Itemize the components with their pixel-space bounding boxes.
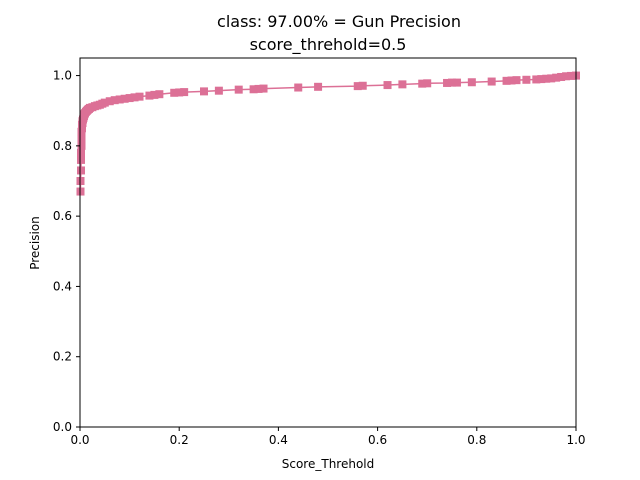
x-tick-label: 0.4 <box>269 433 288 447</box>
data-point-marker <box>452 78 461 87</box>
data-point-marker <box>120 94 129 103</box>
data-point-marker <box>76 148 85 157</box>
data-point-marker <box>110 96 119 105</box>
y-tick-label: 1.0 <box>53 69 72 83</box>
data-point-marker <box>537 75 546 84</box>
x-tick-label: 0.6 <box>368 433 387 447</box>
data-point-marker <box>383 81 392 90</box>
data-point-marker <box>76 155 85 164</box>
axes-frame <box>79 57 577 428</box>
y-tick-label: 0.8 <box>53 139 72 153</box>
data-point-marker <box>105 97 114 106</box>
chart-title-line-2: score_threhold=0.5 <box>250 35 407 55</box>
y-axis-label: Precision <box>28 216 42 270</box>
data-point-marker <box>552 73 561 82</box>
data-point-marker <box>145 91 154 100</box>
x-tick-label: 1.0 <box>566 433 585 447</box>
data-point-marker <box>175 88 184 97</box>
data-point-marker <box>542 74 551 83</box>
data-point-marker <box>254 84 263 93</box>
data-point-marker <box>423 79 432 88</box>
data-point-marker <box>77 134 86 143</box>
data-point-marker <box>200 87 208 96</box>
data-point-marker <box>234 85 243 94</box>
data-point-marker <box>567 71 576 80</box>
data-point-marker <box>259 84 268 93</box>
data-point-marker <box>562 72 571 81</box>
x-tick-label: 0.0 <box>70 433 89 447</box>
x-tick-label: 0.2 <box>170 433 189 447</box>
data-point-marker <box>249 85 258 94</box>
data-point-marker <box>512 76 521 85</box>
data-point-marker <box>467 78 476 87</box>
data-point-marker <box>130 93 139 102</box>
data-point-marker <box>487 77 496 86</box>
data-point-marker <box>522 75 531 84</box>
data-point-marker <box>314 82 323 91</box>
data-point-marker <box>125 94 134 103</box>
chart-title-line-1: class: 97.00% = Gun Precision <box>217 12 461 31</box>
x-tick-label: 0.8 <box>467 433 486 447</box>
data-point-marker <box>135 92 144 101</box>
data-point-marker <box>115 95 124 104</box>
data-point-marker <box>100 98 109 107</box>
data-point-marker <box>180 88 189 97</box>
data-point-marker <box>443 78 452 87</box>
data-point-marker <box>150 90 159 99</box>
data-point-marker <box>502 76 511 85</box>
plot-area: 0.0 0.2 0.4 0.6 0.8 1.0 0.0 0.2 0.4 0.6 0.8 1.0 <box>53 57 586 447</box>
y-tick-label: 0.4 <box>53 279 72 293</box>
data-point-marker <box>507 76 516 85</box>
data-point-marker <box>294 83 303 92</box>
data-point-marker <box>398 80 407 89</box>
data-point-marker <box>76 166 85 175</box>
data-point-marker <box>358 81 367 90</box>
data-point-marker <box>418 79 427 88</box>
data-point-marker <box>170 88 179 97</box>
data-point-marker <box>448 78 456 87</box>
data-point-marker <box>532 75 541 84</box>
y-tick-label: 0.6 <box>53 209 72 223</box>
data-point-marker <box>557 72 566 81</box>
x-axis-label: Score_Threhold <box>282 457 375 471</box>
y-tick-label: 0.2 <box>53 350 72 364</box>
y-tick-label: 0.0 <box>53 420 72 434</box>
data-point-marker <box>547 74 556 83</box>
data-point-marker <box>214 86 223 95</box>
data-point-marker <box>155 90 164 99</box>
data-point-marker <box>77 141 86 150</box>
data-point-marker <box>353 82 362 91</box>
